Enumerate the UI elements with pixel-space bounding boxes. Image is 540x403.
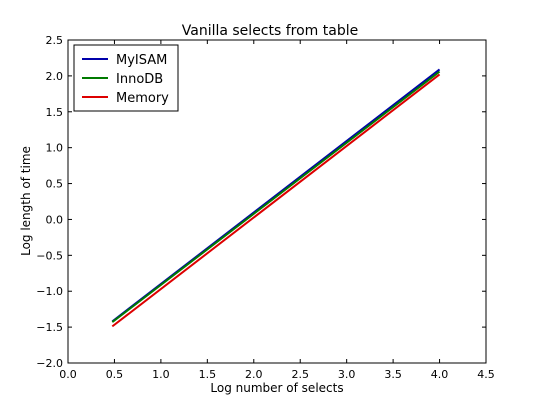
y-tick-label: 1.5 [46, 106, 64, 119]
y-tick-label: 0.5 [46, 178, 64, 191]
x-tick-label: 4.5 [477, 368, 495, 381]
x-tick-label: 1.0 [152, 368, 170, 381]
y-tick-label: −1.5 [36, 321, 63, 334]
x-tick-label: 4.0 [431, 368, 449, 381]
x-tick-label: 0.5 [106, 368, 124, 381]
y-tick-label: 1.0 [46, 142, 64, 155]
y-tick-label: −1.0 [36, 285, 63, 298]
x-axis-label: Log number of selects [210, 381, 343, 395]
x-tick-label: 3.5 [384, 368, 402, 381]
chart-title: Vanilla selects from table [182, 23, 358, 39]
series-layer [111, 68, 441, 328]
y-tick-label: −0.5 [36, 249, 63, 262]
y-axis-label: Log length of time [19, 146, 33, 256]
x-tick-label: 3.0 [338, 368, 356, 381]
plot-area-frame [67, 39, 487, 364]
series-line-innodb [111, 70, 441, 323]
x-tick-label: 1.5 [199, 368, 217, 381]
legend-label: InnoDB [116, 72, 163, 87]
x-tick-label: 2.5 [291, 368, 309, 381]
x-tick-label: 0.0 [59, 368, 77, 381]
legend-label: MyISAM [116, 53, 167, 68]
series-line-memory [111, 73, 441, 328]
y-tick-label: 2.5 [46, 34, 64, 47]
x-tick-label: 2.0 [245, 368, 263, 381]
y-tick-label: 2.0 [46, 70, 64, 83]
y-tick-label: 0.0 [46, 213, 64, 226]
legend: MyISAM InnoDB Memory [73, 44, 179, 112]
legend-label: Memory [116, 91, 169, 106]
ticks-layer: 0.0 0.5 1.0 1.5 2.0 2.5 3.0 3.5 4.0 4.5 −2.0 −1.5 −1… [36, 34, 494, 381]
y-tick-label: −2.0 [36, 357, 63, 370]
